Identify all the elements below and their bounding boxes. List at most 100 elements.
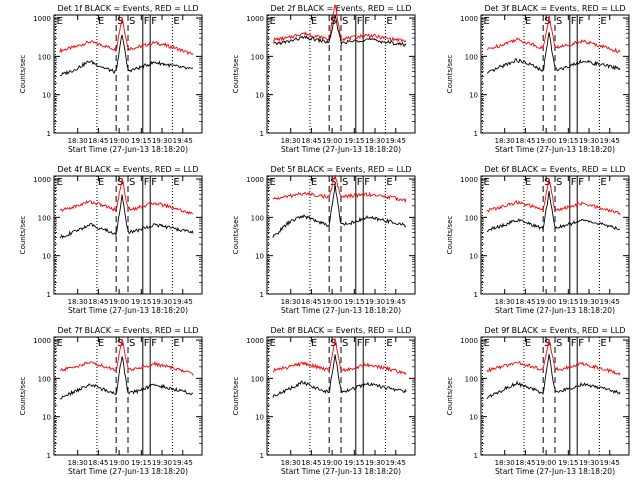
y-tick-label: 1000 — [33, 176, 51, 184]
marker-label: E — [269, 338, 275, 349]
series-events-line — [486, 32, 621, 74]
y-axis-label: Counts/sec — [232, 55, 240, 94]
x-tick-label: 18:45 — [301, 459, 321, 467]
x-axis-label: Start Time (27-Jun-13 18:18:20) — [68, 467, 188, 476]
marker-label: F — [151, 16, 157, 27]
marker-label: S — [342, 338, 348, 349]
y-tick-label: 10 — [255, 92, 264, 100]
chart-title: Det 7f BLACK = Events, RED = LLD — [57, 326, 198, 335]
marker-label: E — [311, 177, 317, 188]
marker-label: E — [173, 338, 179, 349]
x-tick-label: 18:30 — [495, 298, 515, 306]
y-tick-label: 100 — [38, 375, 51, 383]
x-tick-label: 19:45 — [173, 459, 193, 467]
x-tick-label: 18:45 — [88, 298, 108, 306]
chart-title: Det 5f BLACK = Events, RED = LLD — [270, 165, 411, 174]
x-tick-label: 19:45 — [386, 137, 406, 145]
y-tick-label: 1 — [260, 452, 264, 460]
x-tick-label: 19:45 — [173, 298, 193, 306]
chart-panel-3: Det 3f BLACK = Events, RED = LLD 1 10 100 10… — [446, 4, 630, 154]
series-events-line — [272, 354, 407, 398]
marker-label: S — [129, 338, 135, 349]
marker-label: S — [129, 16, 135, 27]
x-tick-label: 19:00 — [322, 298, 342, 306]
y-tick-label: 1 — [47, 130, 51, 138]
marker-label: F — [144, 177, 150, 188]
y-tick-label: 1000 — [246, 176, 264, 184]
x-tick-label: 18:30 — [68, 298, 88, 306]
marker-label: E — [269, 177, 275, 188]
x-tick-label: 18:30 — [281, 459, 301, 467]
y-axis-label: Counts/sec — [446, 216, 454, 255]
x-tick-label: 18:30 — [281, 298, 301, 306]
marker-label: E — [525, 177, 531, 188]
marker-label: E — [173, 177, 179, 188]
x-tick-label: 19:15 — [344, 298, 364, 306]
x-tick-label: 18:30 — [495, 459, 515, 467]
x-tick-label: 18:45 — [515, 137, 535, 145]
marker-label: S — [117, 177, 123, 188]
x-tick-label: 19:30 — [365, 137, 385, 145]
x-tick-label: 19:30 — [152, 459, 172, 467]
chart-panel-9: Det 9f BLACK = Events, RED = LLD 1 10 100 10… — [446, 326, 630, 476]
series-lld-line — [272, 4, 407, 43]
x-tick-label: 19:30 — [152, 137, 172, 145]
x-tick-label: 19:30 — [579, 137, 599, 145]
y-tick-label: 100 — [465, 53, 478, 61]
x-tick-label: 19:30 — [365, 298, 385, 306]
x-tick-label: 19:00 — [109, 298, 129, 306]
y-tick-label: 1000 — [246, 337, 264, 345]
marker-label: F — [364, 338, 370, 349]
marker-label: E — [98, 338, 104, 349]
marker-label: F — [144, 338, 150, 349]
x-tick-label: 18:30 — [68, 137, 88, 145]
chart-title: Det 6f BLACK = Events, RED = LLD — [484, 165, 625, 174]
y-tick-label: 10 — [42, 253, 51, 261]
chart-title: Det 1f BLACK = Events, RED = LLD — [57, 4, 198, 13]
marker-label: F — [578, 338, 584, 349]
marker-label: E — [56, 16, 62, 27]
marker-label: E — [483, 16, 489, 27]
y-tick-label: 100 — [251, 53, 264, 61]
series-events-line — [59, 194, 194, 239]
y-tick-label: 10 — [42, 92, 51, 100]
series-lld-line — [486, 338, 621, 376]
marker-label: E — [173, 16, 179, 27]
y-tick-label: 10 — [469, 253, 478, 261]
marker-label: E — [525, 16, 531, 27]
marker-label: S — [117, 338, 123, 349]
marker-label: E — [269, 16, 275, 27]
y-tick-label: 100 — [38, 214, 51, 222]
y-tick-label: 1 — [47, 291, 51, 299]
marker-label: F — [357, 177, 363, 188]
x-axis-label: Start Time (27-Jun-13 18:18:20) — [281, 306, 401, 315]
chart-panel-2: Det 2f BLACK = Events, RED = LLD 1 10 100 10… — [232, 4, 416, 154]
x-tick-label: 19:45 — [173, 137, 193, 145]
chart-panel-7: Det 7f BLACK = Events, RED = LLD 1 10 100 10… — [19, 326, 203, 476]
y-axis-label: Counts/sec — [232, 377, 240, 416]
marker-label: F — [364, 16, 370, 27]
x-tick-label: 19:45 — [600, 298, 620, 306]
marker-label: S — [330, 338, 336, 349]
series-lld-line — [272, 337, 407, 376]
x-tick-label: 18:45 — [88, 459, 108, 467]
y-tick-label: 10 — [469, 414, 478, 422]
y-axis-label: Counts/sec — [446, 55, 454, 94]
y-tick-label: 1000 — [246, 15, 264, 23]
x-tick-label: 19:00 — [536, 137, 556, 145]
x-tick-label: 19:15 — [131, 298, 151, 306]
y-tick-label: 1000 — [460, 15, 478, 23]
marker-label: E — [483, 338, 489, 349]
y-tick-label: 1000 — [460, 337, 478, 345]
y-axis-label: Counts/sec — [232, 216, 240, 255]
marker-label: E — [56, 338, 62, 349]
marker-label: E — [311, 338, 317, 349]
y-tick-label: 1000 — [460, 176, 478, 184]
marker-label: E — [600, 338, 606, 349]
series-events-line — [272, 14, 407, 47]
marker-label: S — [556, 177, 562, 188]
chart-title: Det 3f BLACK = Events, RED = LLD — [484, 4, 625, 13]
x-axis-label: Start Time (27-Jun-13 18:18:20) — [281, 467, 401, 476]
series-lld-line — [59, 339, 194, 376]
x-axis-label: Start Time (27-Jun-13 18:18:20) — [495, 145, 615, 154]
